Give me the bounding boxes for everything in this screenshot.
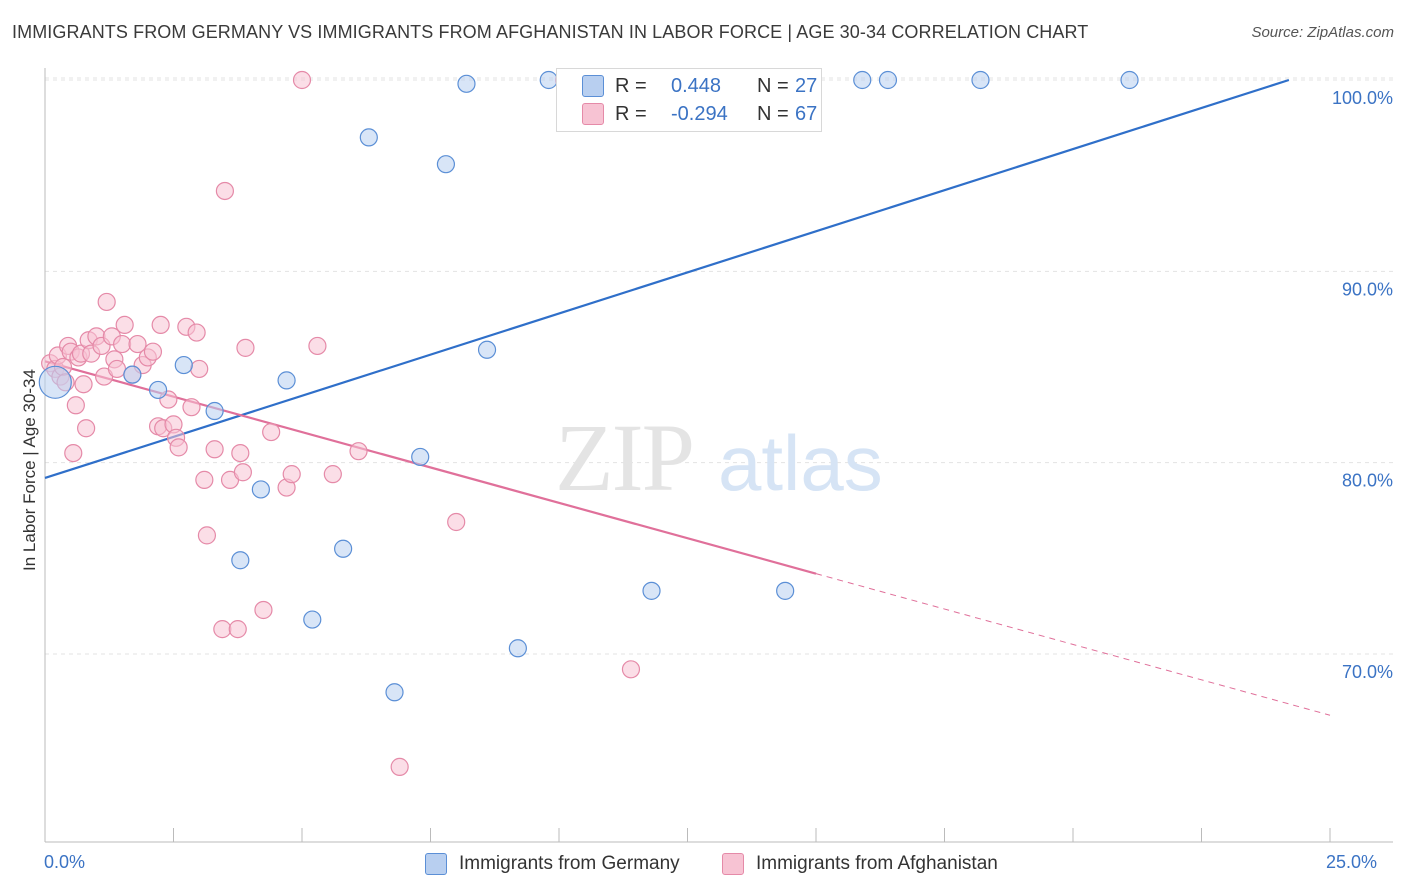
- point-germany: [205, 401, 224, 421]
- point-germany: [971, 70, 990, 90]
- legend-swatch-germany: [582, 75, 604, 97]
- point-germany: [477, 340, 497, 359]
- watermark-atlas: atlas: [718, 419, 883, 507]
- point-afghanistan: [190, 359, 209, 379]
- point-afghanistan: [112, 334, 132, 354]
- point-germany: [231, 551, 250, 570]
- point-germany: [642, 581, 661, 600]
- point-germany: [457, 74, 476, 93]
- point-afghanistan: [231, 444, 250, 463]
- point-afghanistan: [107, 359, 127, 379]
- legend-n-value: 67: [795, 102, 818, 125]
- point-afghanistan: [262, 422, 281, 442]
- y-axis-label: In Labor Force | Age 30-34: [20, 369, 39, 571]
- point-germany: [878, 70, 898, 90]
- y-tick-label: 90.0%: [1342, 279, 1393, 299]
- y-tick-label: 100.0%: [1332, 88, 1393, 108]
- x-tick-label-max: 25.0%: [1326, 852, 1378, 872]
- point-afghanistan: [197, 526, 217, 545]
- legend-n-label: N =: [757, 74, 789, 97]
- chart-title: IMMIGRANTS FROM GERMANY VS IMMIGRANTS FR…: [12, 22, 1089, 42]
- tick-labels: 70.0% 80.0% 90.0% 100.0%: [1332, 88, 1393, 682]
- point-afghanistan: [282, 465, 301, 484]
- point-germany: [436, 155, 456, 174]
- point-afghanistan: [143, 342, 163, 361]
- point-germany: [508, 639, 527, 658]
- trend-line-germany: [44, 78, 1290, 480]
- point-afghanistan: [349, 442, 368, 461]
- point-afghanistan: [74, 375, 93, 394]
- point-afghanistan: [66, 396, 85, 415]
- point-afghanistan: [187, 323, 206, 342]
- point-germany: [359, 128, 378, 147]
- point-afghanistan: [64, 444, 83, 463]
- bottom-legend-swatch-germany: [425, 853, 447, 875]
- point-germany: [411, 447, 430, 467]
- point-afghanistan: [621, 660, 641, 679]
- legend-r-label: R =: [615, 74, 647, 97]
- point-afghanistan: [390, 757, 409, 776]
- point-afghanistan: [254, 600, 273, 620]
- bottom-legend-swatch-afghanistan: [722, 853, 744, 875]
- bottom-legend-afghanistan: Immigrants from Afghanistan: [722, 852, 998, 876]
- point-germany: [334, 539, 353, 558]
- point-germany: [385, 683, 404, 702]
- legend-n-value: 27: [795, 74, 818, 97]
- point-germany: [277, 371, 296, 390]
- watermark-zip: ZIP: [555, 404, 693, 511]
- trend-lines: [44, 78, 1331, 716]
- point-afghanistan: [233, 463, 252, 482]
- grid-lines: [45, 77, 1393, 655]
- point-germany: [776, 581, 795, 600]
- point-afghanistan: [323, 465, 342, 484]
- point-germany: [251, 480, 270, 499]
- point-afghanistan: [97, 292, 116, 312]
- bottom-legend-label-germany: Immigrants from Germany: [459, 853, 680, 874]
- watermark: ZIP atlas: [555, 404, 883, 511]
- point-afghanistan: [228, 620, 247, 639]
- point-afghanistan: [182, 398, 201, 417]
- point-afghanistan: [308, 336, 327, 356]
- point-afghanistan: [195, 470, 214, 489]
- point-germany: [174, 355, 193, 375]
- point-germany: [303, 610, 322, 629]
- bottom-legend-label-afghanistan: Immigrants from Afghanistan: [756, 853, 998, 874]
- legend-r-label: R =: [615, 102, 647, 125]
- point-afghanistan: [169, 438, 188, 457]
- y-tick-label: 70.0%: [1342, 662, 1393, 682]
- legend-r-value: -0.294: [671, 102, 728, 125]
- axes: [44, 68, 1393, 843]
- point-germany: [123, 365, 142, 384]
- bottom-legend-germany: Immigrants from Germany: [425, 852, 680, 876]
- point-afghanistan: [215, 181, 234, 201]
- legend-r-value: 0.448: [671, 74, 722, 97]
- correlation-legend: R = 0.448 N = 27 R = -0.294 N = 67: [556, 68, 822, 132]
- point-germany: [148, 380, 168, 400]
- source-label: Source: ZipAtlas.com: [1251, 24, 1394, 41]
- point-afghanistan: [128, 334, 147, 354]
- point-germany: [539, 70, 558, 90]
- point-afghanistan: [236, 338, 255, 357]
- point-afghanistan: [292, 70, 312, 90]
- y-tick-label: 80.0%: [1342, 471, 1393, 491]
- point-afghanistan: [205, 440, 224, 459]
- point-afghanistan: [447, 512, 466, 532]
- point-germany: [1120, 70, 1139, 90]
- point-germany: [853, 70, 872, 90]
- point-afghanistan: [213, 620, 232, 639]
- legend-swatch-afghanistan: [582, 103, 604, 125]
- x-tick-label-min: 0.0%: [44, 852, 86, 872]
- point-afghanistan: [77, 419, 96, 438]
- data-points: [38, 70, 1139, 776]
- point-afghanistan: [115, 315, 134, 335]
- trend-line-dashed-afghanistan: [815, 573, 1331, 716]
- legend-n-label: N =: [757, 102, 789, 125]
- point-germany: [38, 365, 72, 399]
- point-afghanistan: [151, 315, 170, 335]
